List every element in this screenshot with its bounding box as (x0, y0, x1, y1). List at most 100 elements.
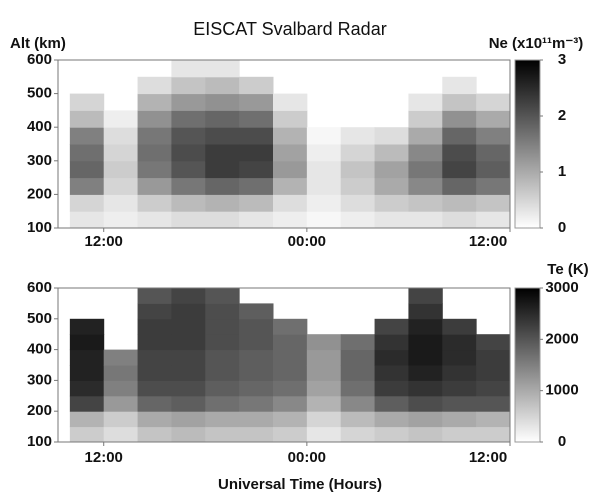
heatmap-cell (442, 334, 477, 351)
heatmap-cell (272, 160, 308, 179)
heatmap-cell (205, 318, 240, 335)
colorbar-tick-label: 1000 (545, 382, 578, 399)
heatmap-cell (442, 426, 477, 443)
heatmap-cell (171, 411, 206, 428)
heatmap-cell (205, 194, 240, 212)
heatmap-cell (171, 144, 206, 162)
heatmap-cell (205, 177, 240, 195)
heatmap-cell (239, 76, 274, 95)
colorbar-label: Ne (x10¹¹m⁻³) (489, 35, 584, 52)
heatmap-cell (171, 288, 206, 304)
heatmap-cell (306, 426, 342, 443)
heatmap-cell (306, 211, 342, 229)
heatmap-cell (408, 110, 443, 128)
heatmap-cell (137, 365, 172, 381)
heatmap-cell (340, 144, 376, 162)
chart-title: EISCAT Svalbard Radar (193, 19, 386, 39)
heatmap-cell (272, 93, 308, 111)
heatmap-cell (442, 144, 477, 162)
heatmap-cell (408, 318, 443, 335)
heatmap-cell (408, 93, 443, 111)
heatmap-cell (137, 177, 172, 195)
heatmap-cell (272, 211, 308, 229)
heatmap-cell (340, 334, 376, 351)
heatmap-cell (340, 211, 376, 229)
heatmap-cell (272, 194, 308, 212)
y-tick-label: 200 (27, 402, 52, 419)
heatmap-cell (306, 349, 342, 366)
heatmap-cell (239, 365, 274, 381)
heatmap-cell (272, 144, 308, 162)
heatmap-cell (408, 380, 443, 397)
heatmap-cell (69, 318, 105, 335)
heatmap-cell (103, 177, 139, 195)
heatmap-cell (171, 93, 206, 111)
heatmap-cell (340, 395, 376, 412)
heatmap-cell (137, 426, 172, 443)
heatmap-cell (171, 426, 206, 443)
heatmap-cell (476, 211, 511, 229)
heatmap-cell (476, 426, 511, 443)
heatmap-cell (171, 395, 206, 412)
heatmap-cell (340, 160, 376, 179)
plot-frame (57, 59, 511, 229)
heatmap-cell (137, 127, 172, 145)
heatmap-cell (272, 334, 308, 351)
heatmap-cell (442, 160, 477, 179)
heatmap-cell (374, 144, 409, 162)
heatmap-cell (69, 334, 105, 351)
heatmap-cell (103, 144, 139, 162)
y-tick-label: 100 (27, 433, 52, 450)
heatmap-cell (408, 349, 443, 366)
heatmap-cell (374, 194, 409, 212)
heatmap-cell (137, 160, 172, 179)
heatmap-cell (408, 334, 443, 351)
heatmap-cell (442, 93, 477, 111)
heatmap-cell (205, 160, 240, 179)
y-tick-label: 600 (27, 51, 52, 68)
heatmap-cell (272, 110, 308, 128)
colorbar-tick-label: 2000 (545, 330, 578, 347)
heatmap-cell (137, 110, 172, 128)
heatmap-cell (171, 318, 206, 335)
heatmap-cell (239, 380, 274, 397)
heatmap-cell (408, 144, 443, 162)
heatmap-cell (69, 110, 105, 128)
heatmap-cell (205, 349, 240, 366)
colorbar (514, 59, 541, 229)
heatmap-cell (137, 380, 172, 397)
heatmap-cell (374, 395, 409, 412)
colorbar-tick-label: 1 (558, 163, 566, 180)
y-tick-label: 400 (27, 118, 52, 135)
heatmap-cell (205, 365, 240, 381)
heatmap-cell (205, 288, 240, 304)
heatmap-cell (171, 160, 206, 179)
heatmap-cell (69, 194, 105, 212)
heatmap-cell (476, 349, 511, 366)
heatmap-cell (103, 426, 139, 443)
heatmap-cell (239, 334, 274, 351)
colorbar-tick-label: 3 (558, 51, 566, 68)
heatmap-cell (306, 194, 342, 212)
heatmap-cell (205, 211, 240, 229)
heatmap-cell (205, 127, 240, 145)
heatmap-cell (239, 194, 274, 212)
heatmap-cell (272, 380, 308, 397)
heatmap-cell (306, 411, 342, 428)
heatmap-cell (137, 288, 172, 304)
heatmap-cell (272, 426, 308, 443)
heatmap-cell (340, 194, 376, 212)
heatmap-cell (137, 93, 172, 111)
heatmap-cell (374, 318, 409, 335)
heatmap-cell (340, 411, 376, 428)
heatmap-cell (171, 303, 206, 320)
heatmap-cell (69, 365, 105, 381)
heatmap-cell (272, 365, 308, 381)
heatmap-cell (239, 110, 274, 128)
y-tick-label: 200 (27, 185, 52, 202)
heatmap-cell (442, 127, 477, 145)
heatmap-cell (408, 211, 443, 229)
heatmap-cell (69, 426, 105, 443)
